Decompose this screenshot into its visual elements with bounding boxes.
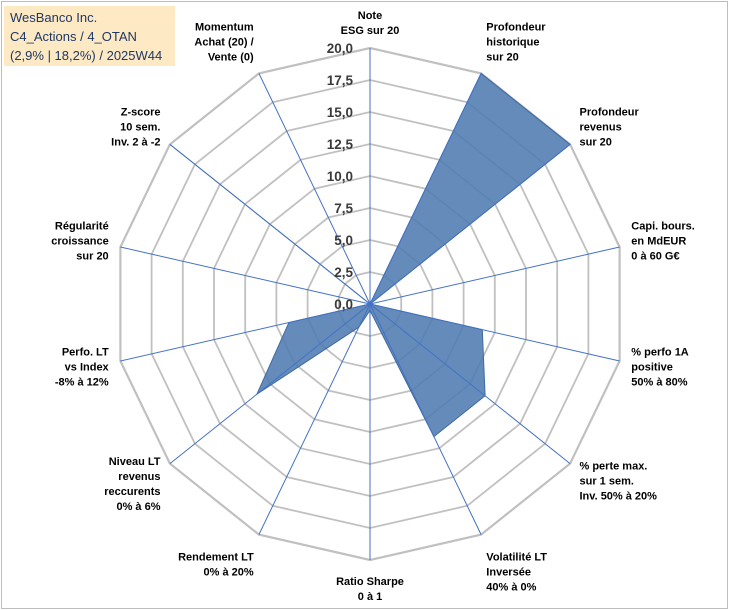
axis-spoke: [369, 144, 571, 305]
axis-spoke: [258, 303, 371, 535]
axis-spoke: [369, 303, 571, 464]
tick-label: 17,5: [327, 73, 354, 88]
axis-label: Note ESG sur 20: [341, 10, 400, 37]
axis-label: Z-score 10 sem. Inv. 2 à -2: [111, 107, 160, 149]
axis-spoke: [120, 303, 371, 362]
axis-label: Capi. bours. en MdEUR 0 à 60 G€: [631, 220, 695, 262]
chart-title-box: WesBanco Inc. C4_Actions / 4_OTAN (2,9% …: [4, 6, 175, 66]
axis-spoke: [120, 246, 371, 305]
axis-spoke: [369, 246, 620, 305]
axis-label: Ratio Sharpe 0 à 1: [336, 576, 404, 603]
title-metrics: (2,9% | 18,2%) / 2025W44: [10, 48, 163, 63]
tick-label: 7,5: [334, 201, 353, 216]
title-category: C4_Actions / 4_OTAN: [10, 29, 137, 44]
title-company: WesBanco Inc.: [10, 10, 98, 25]
axis-label: % perfo 1A positive 50% à 80%: [631, 347, 689, 389]
tick-label: 0,0: [334, 297, 353, 312]
axis-label: Rendement LT 0% à 20%: [178, 552, 254, 579]
axis-label: Perfo. LT vs Index -8% à 12%: [55, 347, 110, 389]
tick-label: 15,0: [327, 105, 353, 120]
tick-label: 20,0: [327, 41, 353, 56]
tick-label: 12,5: [327, 137, 354, 152]
tick-label: 5,0: [334, 233, 353, 248]
axis-spoke: [169, 144, 371, 305]
axis-label: Momentum Achat (20) / Vente (0): [194, 22, 254, 64]
axis-label: Régularité croissance sur 20: [51, 220, 108, 262]
axis-label: Profondeur historique sur 20: [486, 22, 546, 64]
tick-label: 2,5: [334, 265, 353, 280]
axis-spoke: [369, 73, 482, 305]
axis-spoke: [258, 73, 371, 305]
axis-spoke: [369, 303, 620, 362]
tick-label: 10,0: [327, 169, 353, 184]
axis-label: Niveau LT revenus reccurents 0% à 6%: [104, 456, 161, 513]
axis-label: Volatilité LT Inversée 40% à 0%: [486, 552, 547, 594]
axis-spoke: [369, 303, 482, 535]
axis-label: Profondeur revenus sur 20: [580, 107, 640, 149]
axis-label: % perte max. sur 1 sem. Inv. 50% à 20%: [580, 460, 658, 502]
axis-spoke: [169, 303, 371, 464]
